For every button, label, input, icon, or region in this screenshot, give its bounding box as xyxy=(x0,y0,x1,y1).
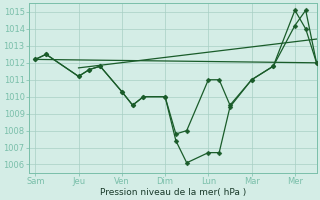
X-axis label: Pression niveau de la mer( hPa ): Pression niveau de la mer( hPa ) xyxy=(100,188,246,197)
